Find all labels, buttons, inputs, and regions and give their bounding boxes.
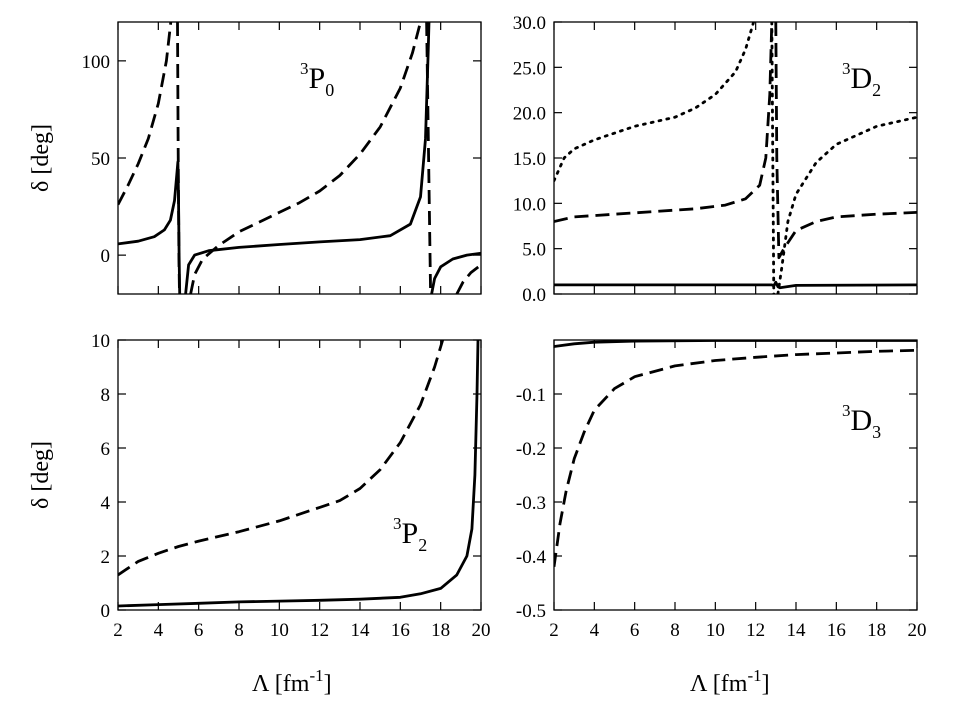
panel-3d2-channel-label: 3D2 [842,59,881,100]
panel-3d3-x-ticks: 2 4 6 8 10 12 14 16 18 20 [549,340,927,641]
panel-d3-x-tick-label: 6 [630,620,640,641]
panel-d3-x-tick-label: 8 [670,620,680,641]
panel-d2-dotted-curve [770,22,776,294]
panel-3p2-x-ticks: 2 4 6 8 10 12 14 16 18 20 [113,340,491,641]
panel-3p2-y-axis-label: δ [deg] [28,441,54,509]
panel-d2-y-tick-label: 10.0 [513,194,546,215]
panel-p0-dashed-curve [425,22,432,294]
panel-d3-x-tick-label: 12 [746,620,765,641]
panel-p2-x-tick-label: 4 [154,620,164,641]
panel-p2-x-tick-label: 2 [113,620,123,641]
panel-p2-x-tick-label: 12 [310,620,329,641]
panel-d3-solid-curve [554,340,917,348]
panel-d3-x-tick-label: 14 [787,620,807,641]
panel-3p0-x-ticks [117,22,482,294]
panel-3d3-curves [554,340,917,567]
panel-d3-x-tick-label: 20 [908,620,927,641]
panel-3d2-y-ticks: 0.0 5.0 10.0 15.0 20.0 25.0 30.0 [513,13,917,306]
panel-p0-dashed-curve [118,22,173,206]
panel-3d3-x-axis-label: Λ [fm-1] [690,666,770,697]
panel-d3-x-tick-label: 18 [867,620,886,641]
panel-p0-y-tick-label: 50 [91,149,110,170]
panel-p2-dashed-curve [118,340,445,577]
panel-d2-dotted-curve [554,22,755,183]
panel-3d2: 0.0 5.0 10.0 15.0 20.0 25.0 30.0 3D2 [513,13,918,306]
panel-3d3: -0.5 -0.4 -0.3 -0.2 -0.1 2 4 6 8 10 12 14 16 18 20 3D… [516,339,927,697]
panel-3d3-frame [553,339,918,611]
panel-d2-y-tick-label: 20.0 [513,104,546,125]
panel-d3-x-tick-label: 2 [549,620,559,641]
panel-d3-y-tick-label: -0.3 [516,493,546,514]
panel-3p0-y-axis-label: δ [deg] [28,124,54,192]
panel-3p0-y-ticks: 0 50 100 [82,52,481,267]
panel-d3-y-tick-label: -0.5 [516,601,546,622]
panel-p2-y-tick-label: 10 [91,331,110,352]
panel-3p0-curves [118,22,481,294]
panel-d2-y-tick-label: 5.0 [522,240,546,261]
panel-d2-y-tick-label: 30.0 [513,13,546,34]
panel-p2-x-tick-label: 10 [270,620,289,641]
panel-d3-y-tick-label: -0.4 [516,547,547,568]
panel-3p2-frame [117,339,482,611]
panel-p2-solid-curve [118,340,480,608]
panel-3d3-channel-label: 3D3 [842,401,881,442]
panel-d2-dashed-curve [554,22,774,223]
panel-p2-y-tick-label: 6 [101,439,111,460]
panel-p2-y-tick-label: 8 [101,385,111,406]
panel-p0-dashed-curve [189,22,422,294]
panel-p0-y-tick-label: 100 [82,52,111,73]
panel-3p2-y-ticks: 0 2 4 6 8 10 [91,331,481,622]
panel-d3-x-tick-label: 10 [706,620,725,641]
panel-3d3-y-ticks: -0.5 -0.4 -0.3 -0.2 -0.1 [516,385,917,622]
panel-3p2-x-axis-label: Λ [fm-1] [252,666,332,697]
panel-d2-dotted-curve [776,115,917,294]
panel-3p0: 0 50 100 3P0 δ [deg] [28,21,482,295]
panel-d2-y-tick-label: 15.0 [513,149,546,170]
panel-3d2-x-ticks [553,22,918,294]
panel-d2-y-tick-label: 0.0 [522,285,546,306]
panel-d2-solid-curve [554,280,917,290]
panel-p2-y-tick-label: 4 [101,493,111,514]
panel-d3-y-tick-label: -0.1 [516,385,546,406]
panel-p0-solid-curve [184,22,431,294]
panel-p2-x-tick-label: 14 [351,620,371,641]
panel-p0-solid-curve [430,251,481,294]
panel-p0-dashed-curve [455,263,481,294]
panel-d3-x-tick-label: 4 [590,620,600,641]
panel-3p2-channel-label: 3P2 [393,514,427,555]
panel-p2-x-tick-label: 6 [194,620,204,641]
panel-3p2-curves [118,340,480,608]
panel-p0-dashed-curve [176,22,181,294]
panel-p2-x-tick-label: 8 [234,620,244,641]
panel-p2-y-tick-label: 0 [101,601,111,622]
panel-p2-y-tick-label: 2 [101,547,111,568]
panel-d2-dashed-curve [774,22,917,260]
panel-p2-x-tick-label: 20 [472,620,491,641]
panel-p2-x-tick-label: 16 [391,620,410,641]
panel-d3-x-tick-label: 16 [827,620,846,641]
panel-p0-y-tick-label: 0 [101,246,111,267]
panel-d2-y-tick-label: 25.0 [513,58,546,79]
panel-d3-dashed-curve [554,348,917,567]
panel-p0-solid-curve [118,160,182,294]
panel-p2-x-tick-label: 18 [431,620,450,641]
panel-3p0-channel-label: 3P0 [300,59,334,100]
panel-3d2-curves [554,22,917,294]
panel-d3-y-tick-label: -0.2 [516,439,546,460]
